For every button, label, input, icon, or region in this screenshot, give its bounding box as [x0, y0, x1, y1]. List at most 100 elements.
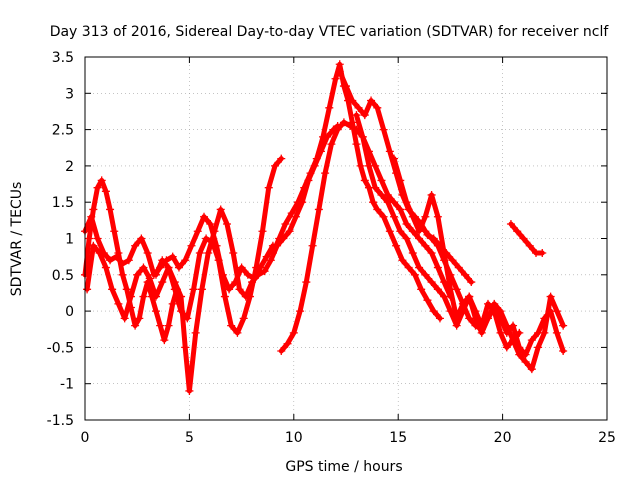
data-point — [377, 176, 386, 185]
data-point — [454, 263, 463, 272]
data-point — [364, 161, 373, 170]
data-point — [421, 212, 430, 221]
data-point — [415, 219, 424, 228]
data-point — [552, 328, 561, 337]
y-tick-label: 3 — [65, 86, 74, 102]
data-point — [429, 307, 438, 316]
data-point — [415, 263, 424, 272]
data-point — [151, 270, 160, 279]
data-point — [461, 270, 470, 279]
data-point — [379, 125, 388, 134]
data-point — [471, 321, 480, 330]
y-tick-label: 2 — [65, 159, 74, 175]
y-axis-label: SDTVAR / TECUs — [9, 182, 25, 297]
data-point — [158, 256, 167, 265]
data-point — [131, 321, 140, 330]
data-point — [521, 357, 530, 366]
data-point — [293, 198, 302, 207]
data-point — [427, 190, 436, 199]
data-point — [358, 132, 367, 141]
data-point — [339, 118, 348, 127]
data-point — [421, 227, 430, 236]
data-point — [421, 241, 430, 250]
y-tick-label: 3.5 — [52, 50, 74, 66]
data-point — [122, 285, 131, 294]
data-point — [210, 227, 219, 236]
y-tick-label: -0.5 — [47, 340, 74, 356]
data-point — [271, 161, 280, 170]
y-tick-label: 1.5 — [52, 195, 74, 211]
data-point — [258, 227, 267, 236]
data-point — [202, 234, 211, 243]
data-point — [89, 205, 98, 214]
data-point — [185, 386, 194, 395]
data-point — [312, 154, 321, 163]
data-point — [373, 205, 382, 214]
data-point — [158, 278, 167, 287]
data-point — [513, 227, 522, 236]
data-point — [308, 241, 317, 250]
data-point — [408, 249, 417, 258]
data-point — [352, 111, 361, 120]
data-point — [396, 176, 405, 185]
series-trace — [416, 221, 566, 358]
data-point — [392, 241, 401, 250]
data-point — [333, 125, 342, 134]
data-point — [477, 325, 486, 334]
data-point — [367, 96, 376, 105]
data-point — [93, 234, 102, 243]
data-point — [435, 314, 444, 323]
x-tick-label: 20 — [494, 430, 512, 446]
data-point — [421, 270, 430, 279]
data-point — [181, 343, 190, 352]
data-point — [214, 256, 223, 265]
data-point — [296, 307, 305, 316]
data-point — [189, 285, 198, 294]
data-point — [126, 292, 135, 301]
data-point — [546, 307, 555, 316]
data-point — [319, 132, 328, 141]
data-point — [216, 205, 225, 214]
data-point — [404, 263, 413, 272]
data-point — [268, 249, 277, 258]
data-point — [452, 321, 461, 330]
data-point — [446, 270, 455, 279]
data-point — [335, 67, 344, 76]
plot-frame — [84, 56, 608, 421]
data-point — [139, 292, 148, 301]
data-point — [220, 292, 229, 301]
data-point — [369, 198, 378, 207]
data-point — [348, 118, 357, 127]
data-point — [233, 328, 242, 337]
data-point — [243, 270, 252, 279]
data-point — [525, 241, 534, 250]
series-arc-6 — [268, 60, 444, 323]
data-point — [467, 278, 476, 287]
data-point — [164, 263, 173, 272]
data-point — [260, 267, 269, 276]
x-tick-label: 25 — [598, 430, 616, 446]
data-point — [509, 321, 518, 330]
data-point — [281, 219, 290, 228]
data-point — [254, 270, 263, 279]
x-tick-label: 0 — [81, 430, 90, 446]
data-point — [427, 249, 436, 258]
data-point — [325, 103, 334, 112]
data-point — [120, 314, 129, 323]
data-point — [452, 314, 461, 323]
data-point — [379, 212, 388, 221]
y-tick-label: 0 — [65, 304, 74, 320]
data-point — [200, 212, 209, 221]
data-point — [241, 292, 250, 301]
data-point — [133, 270, 142, 279]
data-point — [89, 241, 98, 250]
series-arc-11 — [506, 219, 547, 258]
data-point — [160, 336, 169, 345]
data-point — [360, 176, 369, 185]
data-point — [433, 241, 442, 250]
data-point — [124, 256, 133, 265]
data-point — [93, 183, 102, 192]
data-point — [314, 205, 323, 214]
data-point — [170, 278, 179, 287]
data-point — [506, 219, 515, 228]
